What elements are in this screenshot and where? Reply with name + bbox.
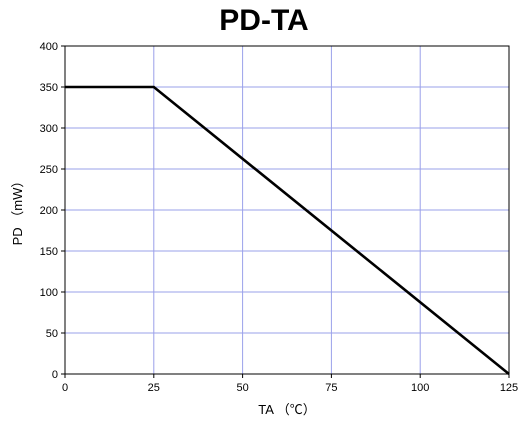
y-tick-label: 400	[40, 41, 58, 53]
x-tick-label: 0	[62, 382, 68, 394]
x-tick-label: 50	[236, 382, 248, 394]
series	[65, 85, 510, 376]
x-axis-ticks: 0 25 50 75 100 125	[62, 374, 518, 394]
x-tick-label: 100	[411, 382, 429, 394]
chart-title: PD-TA	[219, 4, 309, 37]
y-tick-label: 0	[52, 369, 58, 381]
grid	[65, 46, 509, 374]
x-tick-label: 75	[325, 382, 337, 394]
y-tick-label: 200	[40, 205, 58, 217]
y-axis-label: PD （mW）	[10, 175, 25, 246]
y-axis-ticks: 0 50 100 150 200 250 300 350 400	[40, 41, 65, 381]
y-tick-label: 150	[40, 246, 58, 258]
y-tick-label: 100	[40, 287, 58, 299]
x-tick-label: 25	[148, 382, 160, 394]
y-tick-label: 50	[46, 328, 58, 340]
y-tick-label: 300	[40, 123, 58, 135]
y-tick-label: 250	[40, 164, 58, 176]
x-tick-label: 125	[500, 382, 518, 394]
series-line-0	[65, 85, 510, 376]
x-axis-label: TA （℃）	[258, 402, 316, 417]
y-tick-label: 350	[40, 82, 58, 94]
